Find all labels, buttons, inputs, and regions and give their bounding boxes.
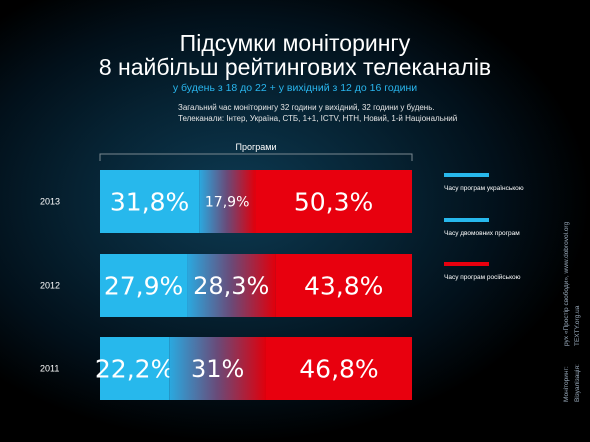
- channels-info: Телеканали: Інтер, Україна, СТБ, 1+1, IC…: [178, 114, 458, 123]
- monitoring-info: Загальний час моніторингу 32 години у ви…: [178, 103, 435, 112]
- legend-label: Часу програм російською: [444, 273, 521, 281]
- legend-swatch: [444, 262, 489, 266]
- monitoring-credit-value: рух «Простір свободи», www.dobrovol.org: [563, 221, 570, 346]
- data-label: 22,2%: [95, 355, 174, 384]
- legend-label: Часу двомовних програм: [444, 230, 520, 237]
- bar-segment: [275, 254, 412, 317]
- bar-segment: [169, 337, 266, 400]
- bar-segment: [100, 337, 170, 400]
- bar-segment: [255, 170, 412, 233]
- chart-title-line2: 8 найбільш рейтингових телеканалів: [98, 54, 492, 80]
- data-label: 27,9%: [104, 272, 183, 301]
- data-label: 50,3%: [294, 188, 373, 217]
- category-label: 2011: [40, 364, 59, 374]
- legend-swatch: [444, 173, 489, 177]
- group-bracket: [99, 153, 413, 161]
- data-label: 43,8%: [304, 272, 383, 301]
- visualization-credit-label: Візуалізація:: [574, 364, 581, 402]
- bar-segment: [187, 254, 276, 317]
- bar-segment: [100, 254, 188, 317]
- data-label: 17,9%: [205, 195, 249, 211]
- bar-segment: [265, 337, 412, 400]
- category-label: 2013: [40, 197, 60, 207]
- legend-swatch: [444, 218, 489, 222]
- bar-segment: [199, 170, 256, 233]
- visualization-credit-value: TEXTY.org.ua: [574, 305, 581, 346]
- monitoring-credit-label: Моніторинг:: [563, 366, 570, 402]
- data-label: 31,8%: [110, 188, 189, 217]
- data-label: 46,8%: [299, 355, 378, 384]
- chart-subtitle: у будень з 18 до 22 + у вихідний з 12 до…: [172, 82, 418, 94]
- legend-label: Часу програм українською: [444, 185, 524, 192]
- group-label: Програми: [236, 142, 277, 152]
- data-label: 28,3%: [193, 272, 269, 300]
- category-label: 2012: [40, 281, 60, 291]
- chart-title-line1: Підсумки моніторингу: [179, 30, 411, 56]
- bar-segment: [100, 170, 200, 233]
- data-label: 31%: [191, 355, 244, 383]
